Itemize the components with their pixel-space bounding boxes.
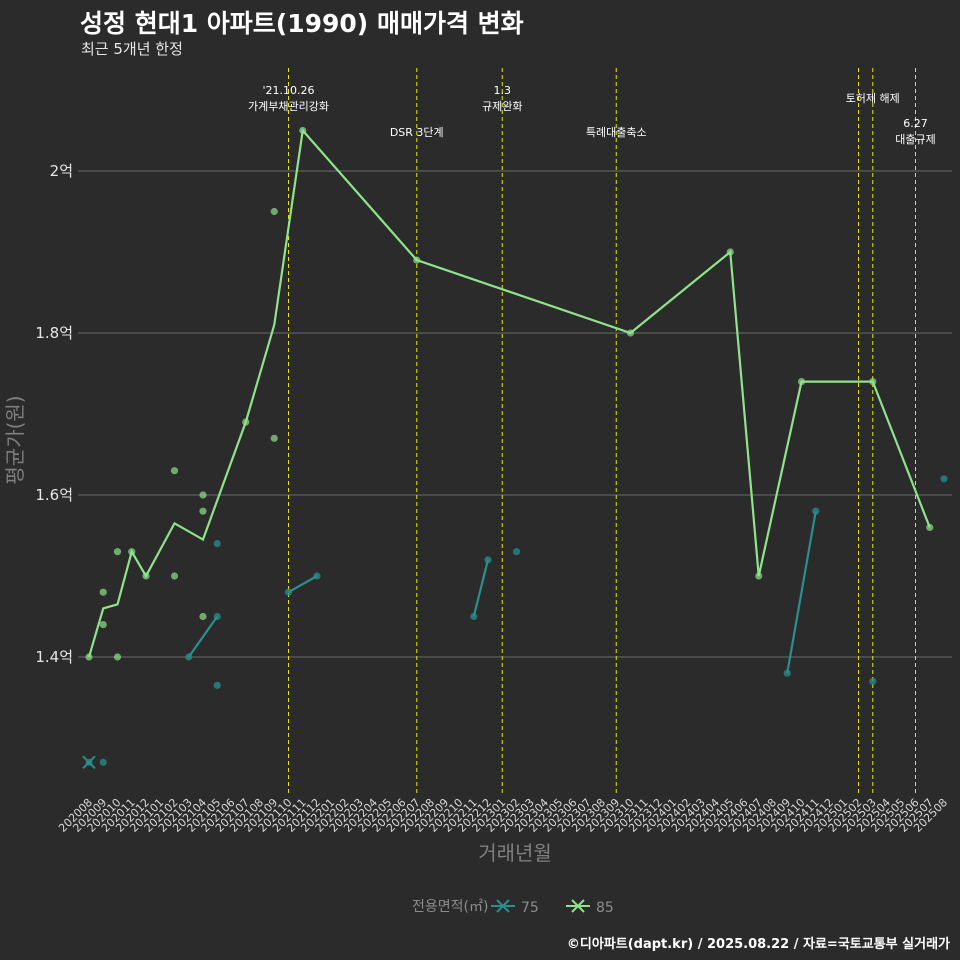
legend-key-cross: [571, 899, 585, 913]
series-85-point: [170, 467, 179, 475]
series-75-point: [284, 588, 293, 596]
series-75-point: [213, 540, 221, 548]
series-75-line: [472, 559, 490, 617]
series-75-point: [869, 677, 877, 685]
series-85-point: [299, 126, 307, 135]
legend-label: 75: [521, 900, 539, 916]
event-label: 토허제 해제: [846, 91, 900, 105]
series-75-line: [786, 511, 817, 674]
event-label: '21.10.26: [262, 84, 314, 97]
series-85-point: [170, 572, 179, 580]
series-85-point: [755, 572, 763, 580]
data-series: [82, 126, 948, 770]
y-axis-title: 평균가(원): [3, 395, 27, 484]
event-label: 규제완화: [482, 100, 522, 113]
series-85-point: [113, 653, 122, 661]
series-75-point: [512, 548, 521, 556]
grid-lines: [78, 170, 952, 658]
series-75-cross: [82, 755, 96, 770]
series-75-point: [470, 612, 478, 621]
series-85-point: [726, 248, 734, 256]
series-85-point: [199, 507, 207, 515]
series-85-point: [99, 588, 107, 596]
series-75-point: [99, 758, 107, 766]
series-85-point: [797, 378, 806, 386]
series-85-point: [242, 418, 250, 426]
event-label: DSR 3단계: [390, 126, 444, 139]
series-75-point: [213, 681, 221, 689]
event-label: 1.3: [494, 84, 512, 97]
event-label: 대출규제: [895, 133, 935, 146]
series-75-line: [287, 575, 318, 594]
series-85-point: [113, 548, 122, 556]
chart-title: 성정 현대1 아파트(1990) 매매가격 변화: [80, 9, 524, 38]
y-tick-label: 1.8억: [35, 324, 73, 342]
series-75-point: [484, 556, 492, 564]
series-85-point: [142, 572, 150, 580]
x-axis-title: 거래년월: [478, 841, 552, 865]
y-axis: 1.4억 1.6억 1.8억 2억: [35, 162, 73, 666]
source-caption: ©디아파트(dapt.kr) / 2025.08.22 / 자료=국토교통부 실…: [566, 937, 950, 952]
legend-title: 전용면적(㎡): [412, 899, 488, 915]
series-75-point: [213, 612, 221, 621]
series-85-line: [87, 127, 931, 658]
series-85-point: [926, 523, 934, 532]
y-tick-label: 2억: [50, 162, 73, 180]
series-85-point: [869, 378, 877, 386]
event-label: 가계부채관리강화: [248, 100, 329, 113]
series-75-line: [187, 615, 219, 658]
series-75-point: [185, 653, 193, 661]
series-85-point: [626, 329, 635, 337]
series-85-point: [270, 207, 278, 216]
event-label: 특례대출축소: [586, 126, 647, 139]
legend-label: 85: [596, 900, 614, 916]
series-75-point: [940, 475, 948, 483]
series-85-point: [85, 653, 93, 661]
legend-key-cross: [496, 899, 510, 913]
series-85-point: [270, 434, 278, 442]
series-75-point: [783, 669, 791, 677]
series-85-point: [199, 491, 207, 499]
series-85-point: [199, 612, 207, 621]
series-85-point: [99, 621, 107, 629]
y-tick-label: 1.6억: [35, 486, 73, 504]
series-85-point: [413, 256, 421, 264]
chart-subtitle: 최근 5개년 한정: [81, 40, 183, 58]
series-75-point: [812, 507, 820, 515]
y-tick-label: 1.4억: [35, 648, 73, 666]
event-label: 6.27: [903, 117, 928, 130]
x-axis: 2020082020092020102020112020122021012021…: [56, 796, 950, 835]
legend: 전용면적(㎡) 75 85: [412, 899, 614, 916]
series-85-point: [128, 548, 136, 556]
series-75-point: [313, 572, 321, 580]
